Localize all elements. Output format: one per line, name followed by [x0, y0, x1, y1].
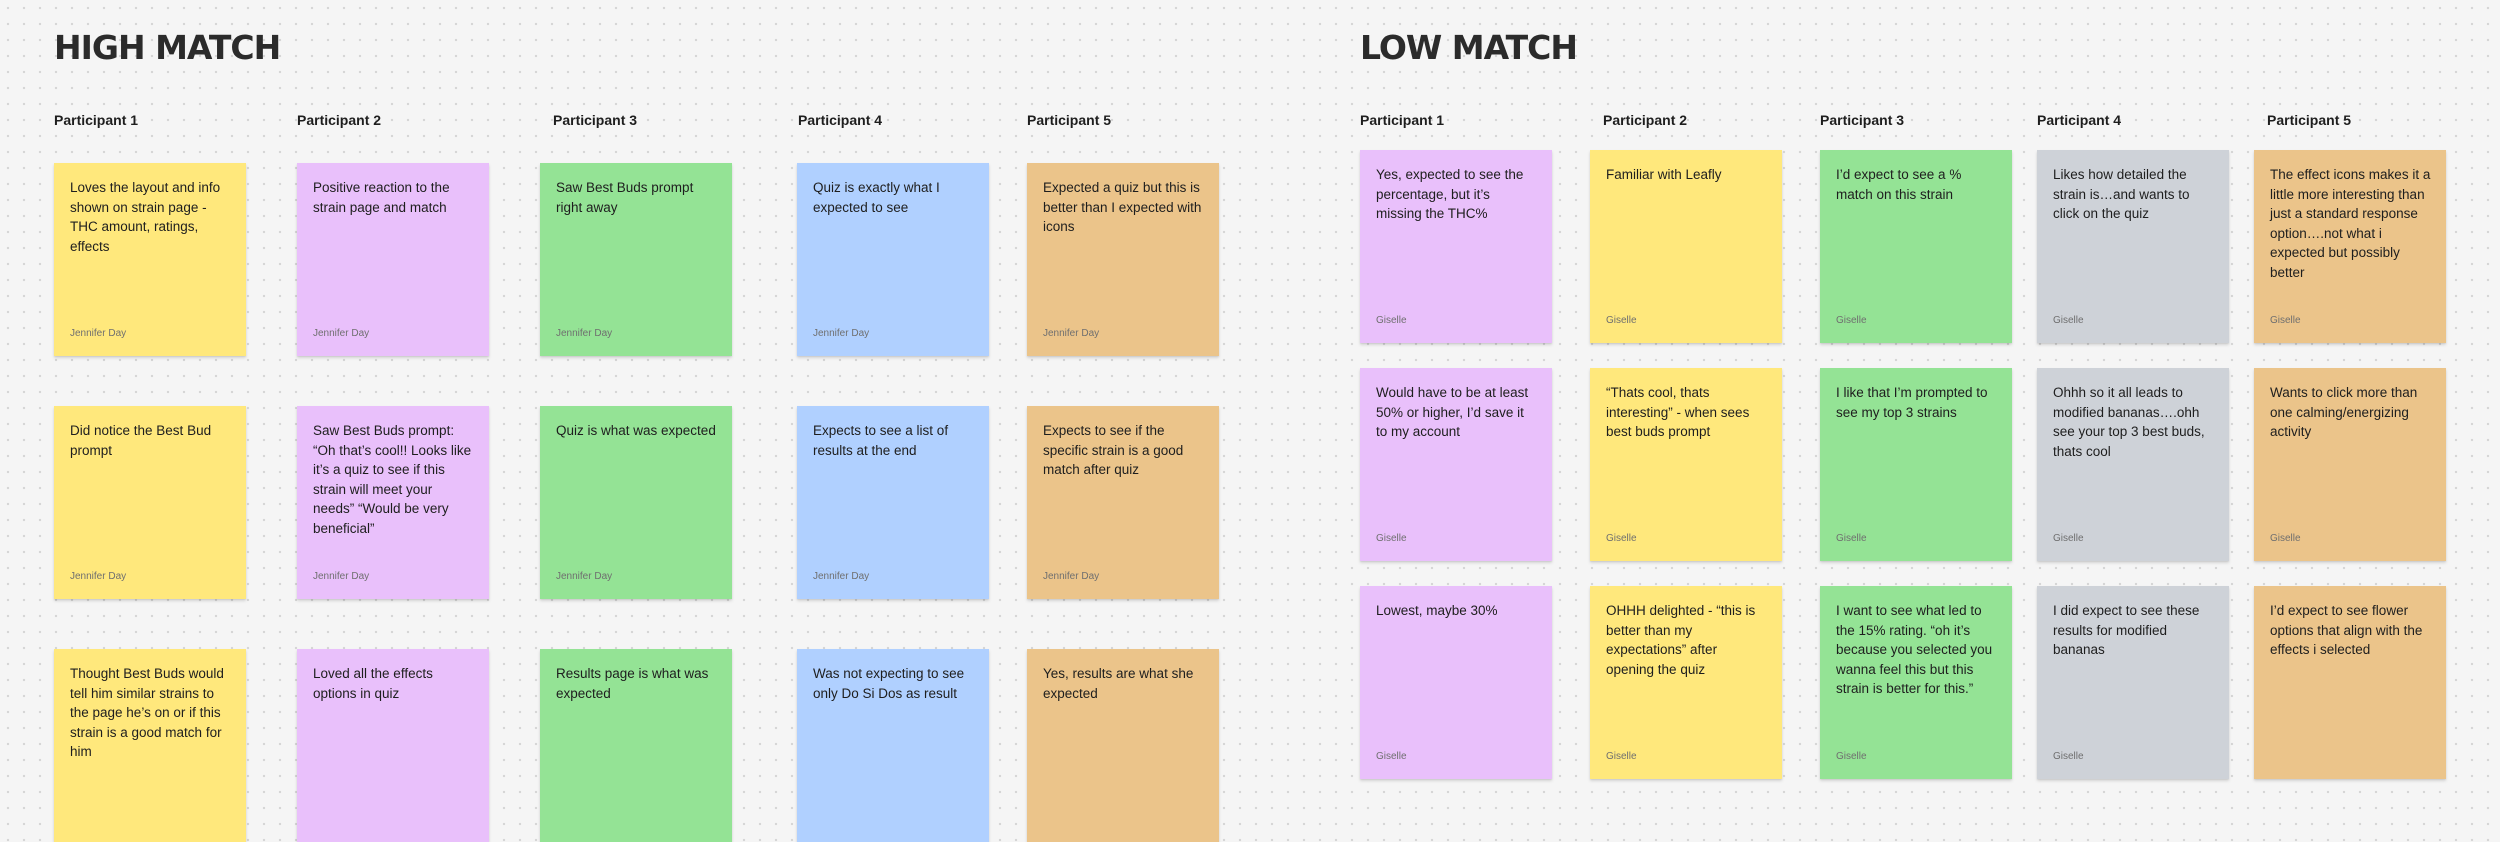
sticky-note[interactable]: Positive reaction to the strain page and…	[297, 163, 489, 356]
participant-label: Participant 5	[1027, 112, 1112, 128]
sticky-note-text: Lowest, maybe 30%	[1376, 603, 1498, 618]
sticky-note-text: Did notice the Best Bud prompt	[70, 423, 212, 458]
sticky-note[interactable]: Expects to see a list of results at the …	[797, 406, 989, 599]
sticky-note[interactable]: Thought Best Buds would tell him similar…	[54, 649, 246, 842]
sticky-note-text: I like that I’m prompted to see my top 3…	[1836, 385, 1988, 420]
sticky-note[interactable]: Wants to click more than one calming/ene…	[2254, 368, 2446, 561]
sticky-note-author: Jennifer Day	[313, 328, 370, 339]
sticky-note[interactable]: Saw Best Buds prompt: “Oh that’s cool!! …	[297, 406, 489, 599]
sticky-note-text: Quiz is what was expected	[556, 423, 716, 438]
sticky-note-text: The effect icons makes it a little more …	[2270, 167, 2431, 280]
sticky-note[interactable]: Quiz is exactly what I expected to see J…	[797, 163, 989, 356]
sticky-note[interactable]: Yes, expected to see the percentage, but…	[1360, 150, 1552, 343]
sticky-note-text: Loved all the effects options in quiz	[313, 666, 433, 701]
sticky-note[interactable]: Results page is what was expected	[540, 649, 732, 842]
sticky-note[interactable]: Saw Best Buds prompt right away Jennifer…	[540, 163, 732, 356]
participant-label: Participant 2	[297, 112, 382, 128]
participant-label: Participant 1	[1360, 112, 1445, 128]
participant-label: Participant 4	[2037, 112, 2122, 128]
sticky-note-text: I did expect to see these results for mo…	[2053, 603, 2200, 657]
sticky-note[interactable]: Did notice the Best Bud prompt Jennifer …	[54, 406, 246, 599]
sticky-note-author: Giselle	[1376, 533, 1407, 544]
sticky-note-author: Jennifer Day	[556, 328, 613, 339]
sticky-note-author: Giselle	[2270, 533, 2301, 544]
sticky-note[interactable]: Was not expecting to see only Do Si Dos …	[797, 649, 989, 842]
sticky-note[interactable]: I’d expect to see flower options that al…	[2254, 586, 2446, 779]
participant-label: Participant 3	[553, 112, 638, 128]
sticky-note-author: Giselle	[2053, 533, 2084, 544]
sticky-note-author: Jennifer Day	[313, 571, 370, 582]
participant-label: Participant 4	[798, 112, 883, 128]
sticky-note-author: Jennifer Day	[1043, 571, 1100, 582]
sticky-note-text: Expected a quiz but this is better than …	[1043, 180, 1202, 234]
sticky-note-text: Quiz is exactly what I expected to see	[813, 180, 940, 215]
sticky-note-author: Giselle	[1606, 315, 1637, 326]
sticky-note-author: Jennifer Day	[70, 571, 127, 582]
sticky-note[interactable]: Expected a quiz but this is better than …	[1027, 163, 1219, 356]
sticky-note-text: Wants to click more than one calming/ene…	[2270, 385, 2418, 439]
sticky-note-text: Saw Best Buds prompt right away	[556, 180, 694, 215]
sticky-note-text: I want to see what led to the 15% rating…	[1836, 603, 1993, 696]
sticky-note-author: Jennifer Day	[1043, 328, 1100, 339]
participant-label: Participant 1	[54, 112, 139, 128]
sticky-note[interactable]: Ohhh so it all leads to modified bananas…	[2037, 368, 2229, 561]
section-title-high-match: HIGH MATCH	[54, 28, 281, 67]
sticky-note-author: Giselle	[2270, 315, 2301, 326]
sticky-note-text: Familiar with Leafly	[1606, 167, 1722, 182]
sticky-note-text: Would have to be at least 50% or higher,…	[1376, 385, 1529, 439]
sticky-note-text: Likes how detailed the strain is…and wan…	[2053, 167, 2190, 221]
sticky-note-author: Jennifer Day	[556, 571, 613, 582]
sticky-note[interactable]: Loved all the effects options in quiz	[297, 649, 489, 842]
sticky-note-author: Jennifer Day	[813, 328, 870, 339]
sticky-note-author: Giselle	[1836, 315, 1867, 326]
sticky-note[interactable]: Expects to see if the specific strain is…	[1027, 406, 1219, 599]
sticky-note-author: Giselle	[1836, 533, 1867, 544]
sticky-note-text: Positive reaction to the strain page and…	[313, 180, 450, 215]
sticky-note-text: Yes, results are what she expected	[1043, 666, 1194, 701]
sticky-note-text: I’d expect to see a % match on this stra…	[1836, 167, 1962, 202]
sticky-note-text: Expects to see if the specific strain is…	[1043, 423, 1184, 477]
sticky-note-text: Results page is what was expected	[556, 666, 709, 701]
sticky-note[interactable]: The effect icons makes it a little more …	[2254, 150, 2446, 343]
sticky-note-text: I’d expect to see flower options that al…	[2270, 603, 2423, 657]
section-title-low-match: LOW MATCH	[1360, 28, 1578, 67]
sticky-note-author: Jennifer Day	[70, 328, 127, 339]
sticky-note[interactable]: I’d expect to see a % match on this stra…	[1820, 150, 2012, 343]
sticky-note[interactable]: I want to see what led to the 15% rating…	[1820, 586, 2012, 779]
sticky-note-text: Yes, expected to see the percentage, but…	[1376, 167, 1524, 221]
sticky-note[interactable]: Loves the layout and info shown on strai…	[54, 163, 246, 356]
sticky-note[interactable]: Yes, results are what she expected	[1027, 649, 1219, 842]
sticky-note-text: OHHH delighted - “this is better than my…	[1606, 603, 1756, 677]
sticky-note-author: Giselle	[1376, 315, 1407, 326]
participant-label: Participant 2	[1603, 112, 1688, 128]
sticky-note[interactable]: Likes how detailed the strain is…and wan…	[2037, 150, 2229, 343]
sticky-note-text: Loves the layout and info shown on strai…	[70, 180, 221, 254]
sticky-note[interactable]: OHHH delighted - “this is better than my…	[1590, 586, 1782, 779]
sticky-note[interactable]: I did expect to see these results for mo…	[2037, 586, 2229, 779]
sticky-note-text: Ohhh so it all leads to modified bananas…	[2053, 385, 2205, 459]
participant-label: Participant 3	[1820, 112, 1905, 128]
sticky-note-text: Expects to see a list of results at the …	[813, 423, 949, 458]
sticky-note[interactable]: Lowest, maybe 30% Giselle	[1360, 586, 1552, 779]
sticky-note-author: Jennifer Day	[813, 571, 870, 582]
sticky-note[interactable]: Familiar with Leafly Giselle	[1590, 150, 1782, 343]
sticky-note[interactable]: I like that I’m prompted to see my top 3…	[1820, 368, 2012, 561]
sticky-note-text: “Thats cool, thats interesting” - when s…	[1606, 385, 1750, 439]
sticky-note-author: Giselle	[1606, 533, 1637, 544]
participant-label: Participant 5	[2267, 112, 2352, 128]
sticky-note-text: Saw Best Buds prompt: “Oh that’s cool!! …	[313, 423, 472, 536]
sticky-note[interactable]: “Thats cool, thats interesting” - when s…	[1590, 368, 1782, 561]
sticky-note-text: Was not expecting to see only Do Si Dos …	[813, 666, 965, 701]
sticky-note[interactable]: Quiz is what was expected Jennifer Day	[540, 406, 732, 599]
sticky-note-text: Thought Best Buds would tell him similar…	[70, 666, 224, 759]
sticky-note[interactable]: Would have to be at least 50% or higher,…	[1360, 368, 1552, 561]
sticky-note-author: Giselle	[2053, 315, 2084, 326]
